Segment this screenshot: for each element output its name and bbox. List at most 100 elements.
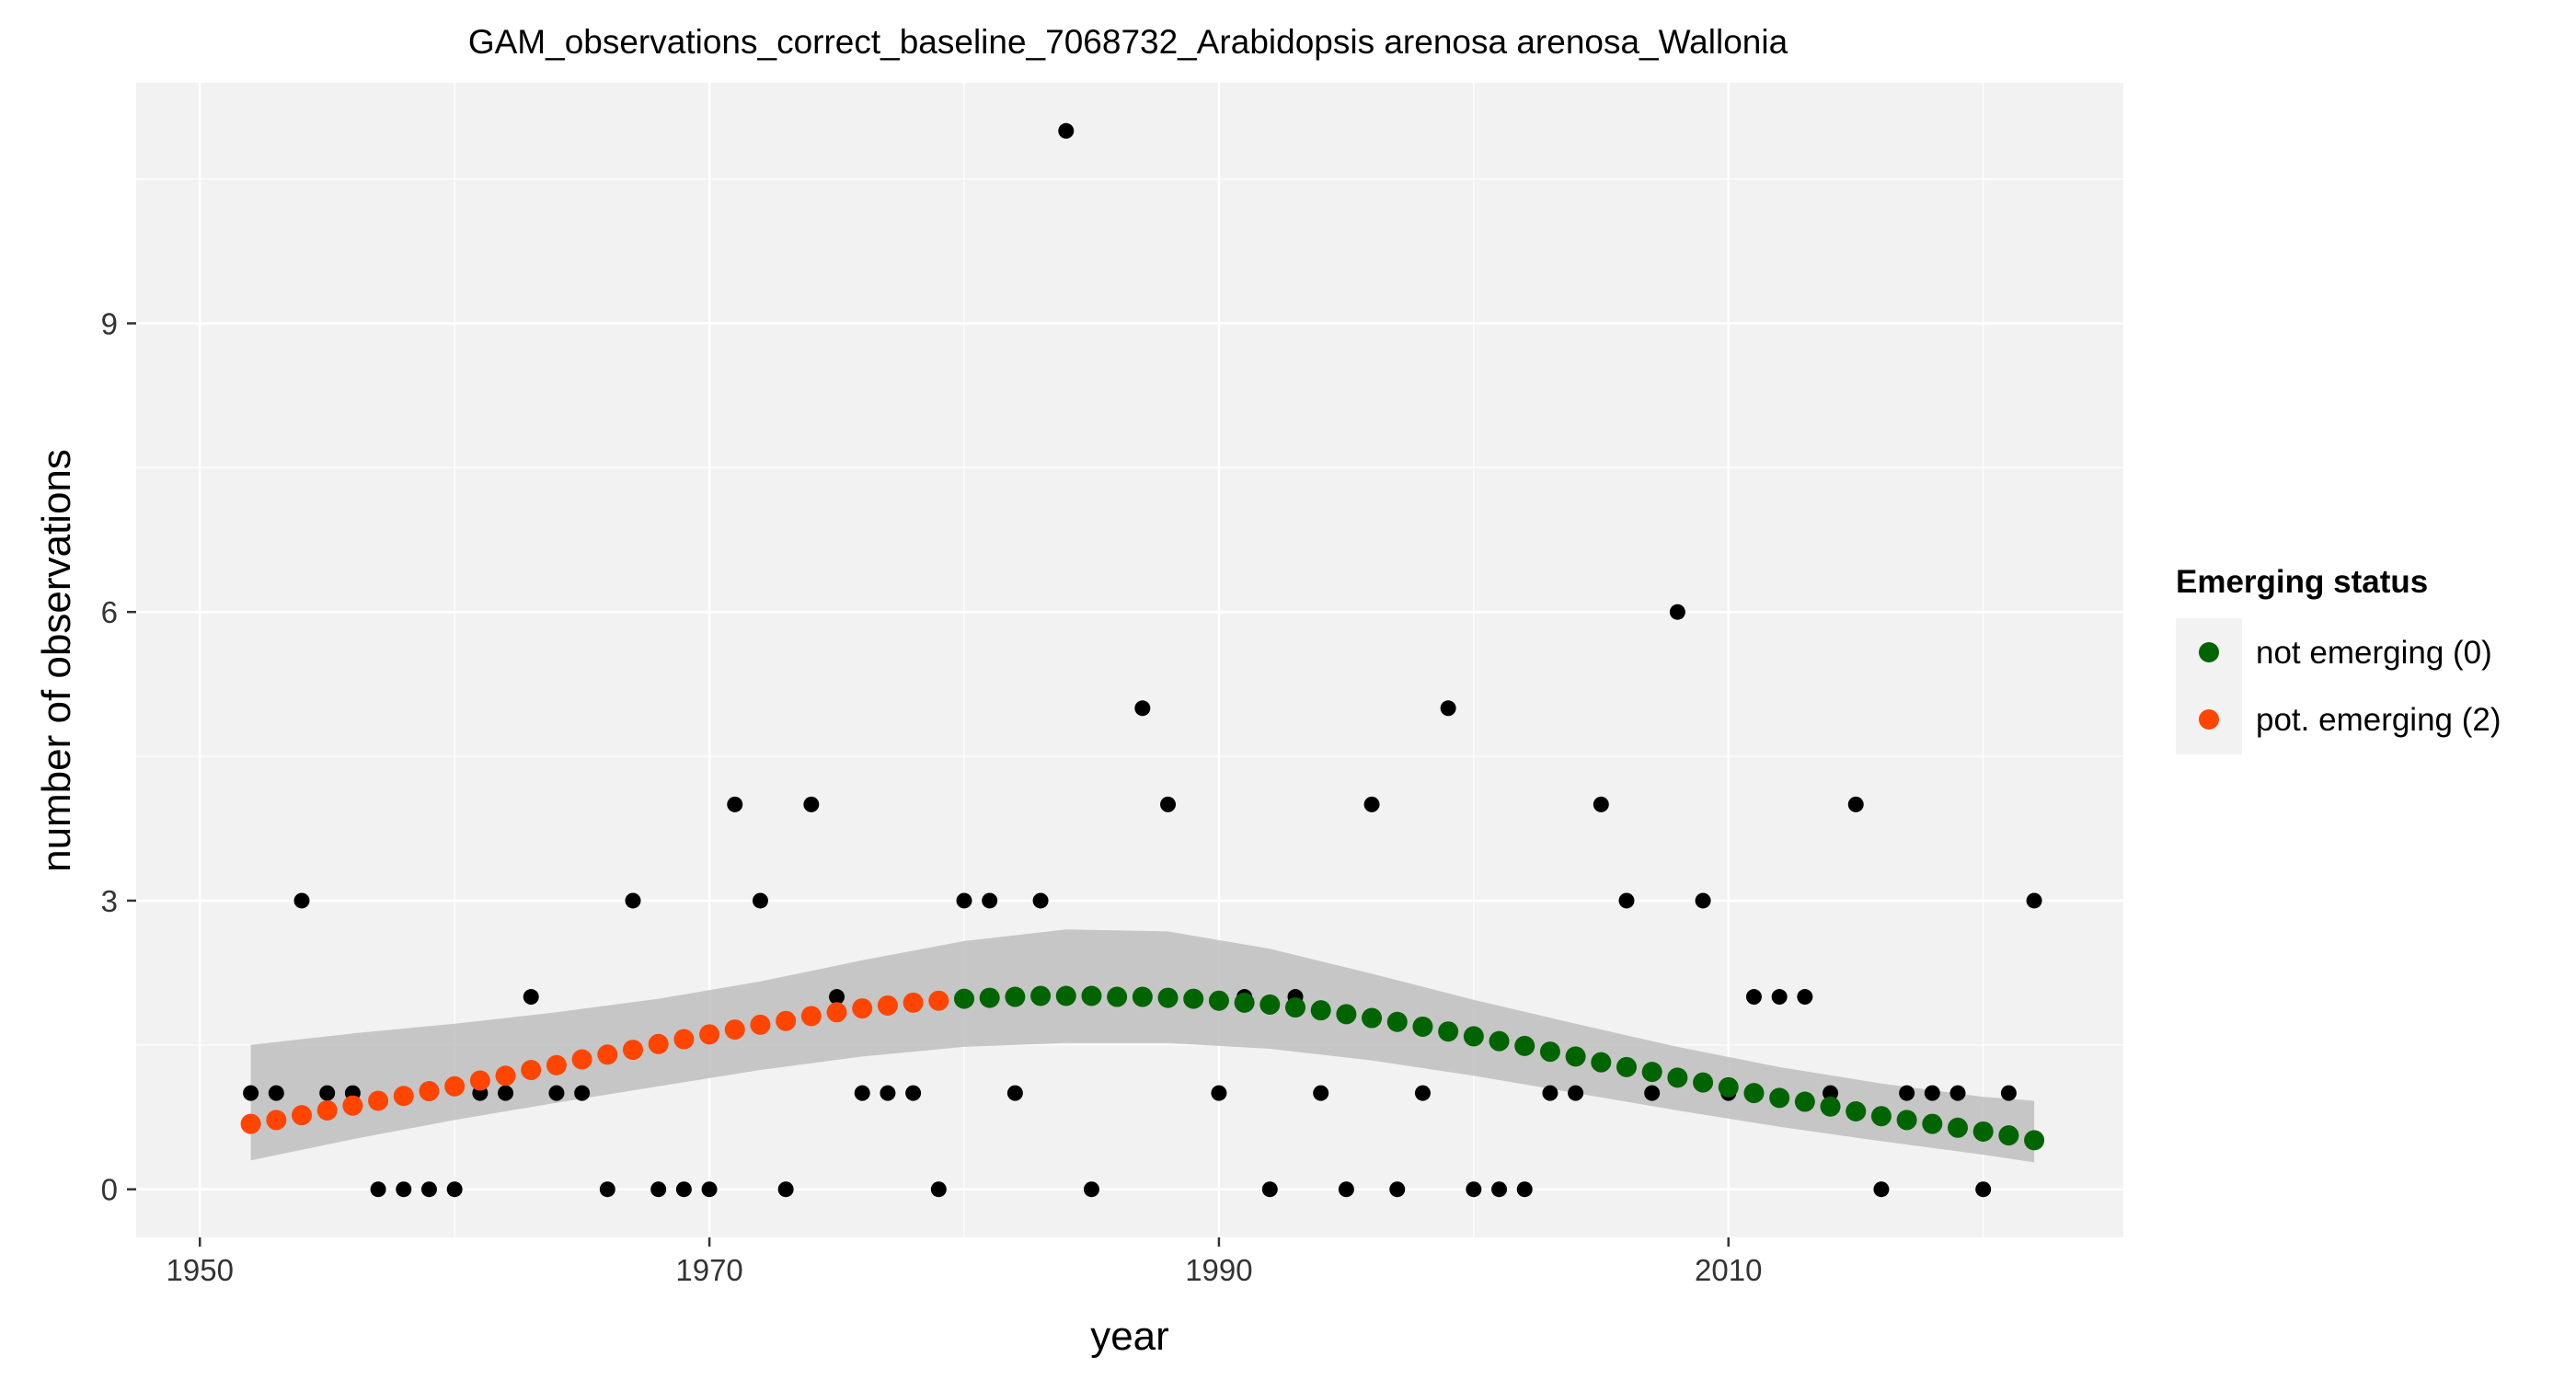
x-tick-label: 1970 (675, 1253, 742, 1287)
fitted-point-not-emerging (1896, 1110, 1917, 1131)
fitted-point-not-emerging (1081, 985, 1102, 1006)
fitted-point-pot-emerging (521, 1060, 542, 1081)
observation-point (1847, 796, 1864, 812)
observation-point (727, 796, 743, 812)
legend-label-not-emerging: not emerging (0) (2256, 635, 2492, 671)
observation-point (829, 989, 845, 1006)
observation-point (1338, 1181, 1354, 1198)
fitted-point-pot-emerging (699, 1024, 720, 1045)
fitted-point-not-emerging (1183, 988, 1204, 1009)
legend-title: Emerging status (2176, 564, 2428, 600)
fitted-point-pot-emerging (368, 1090, 389, 1111)
observation-point (1745, 989, 1762, 1006)
fitted-point-not-emerging (1386, 1011, 1408, 1032)
fitted-point-not-emerging (1157, 987, 1179, 1008)
fitted-point-pot-emerging (393, 1086, 414, 1107)
fitted-point-not-emerging (1208, 990, 1229, 1011)
observation-point (1669, 604, 1685, 620)
fitted-point-pot-emerging (444, 1075, 466, 1097)
fitted-point-not-emerging (1539, 1041, 1560, 1063)
fitted-point-pot-emerging (469, 1070, 490, 1091)
observation-point (599, 1181, 615, 1198)
fitted-point-pot-emerging (673, 1029, 695, 1050)
fitted-point-not-emerging (1030, 985, 1052, 1006)
y-tick-label: 0 (101, 1173, 118, 1207)
observation-point (498, 1085, 514, 1101)
fitted-point-pot-emerging (266, 1110, 287, 1131)
observation-point (319, 1085, 336, 1101)
observation-point (396, 1181, 412, 1198)
observation-point (1899, 1085, 1915, 1101)
fitted-point-not-emerging (1132, 986, 1153, 1007)
observation-point (1516, 1181, 1533, 1198)
fitted-point-not-emerging (1285, 997, 1305, 1018)
observation-point (1414, 1085, 1431, 1101)
observation-point (777, 1181, 794, 1198)
observation-point (1160, 796, 1177, 812)
fitted-point-not-emerging (1743, 1083, 1765, 1104)
observation-point (1006, 1085, 1023, 1101)
observation-points (243, 122, 2042, 1198)
fitted-point-not-emerging (1310, 1000, 1331, 1021)
observation-point (1873, 1181, 1890, 1198)
fitted-point-not-emerging (1005, 986, 1026, 1007)
legend-key-background (2176, 618, 2242, 754)
fitted-point-not-emerging (1234, 992, 1255, 1013)
observation-point (268, 1085, 284, 1101)
observation-point (2026, 892, 2042, 909)
fitted-point-not-emerging (1616, 1056, 1637, 1077)
observation-point (1797, 989, 1813, 1006)
chart-title: GAM_observations_correct_baseline_706873… (468, 23, 1788, 61)
observation-point (1618, 892, 1635, 909)
x-axis-title: year (1090, 1314, 1169, 1359)
observation-point (752, 892, 768, 909)
fitted-point-not-emerging (1565, 1046, 1586, 1067)
fitted-point-pot-emerging (240, 1113, 261, 1134)
fitted-point-not-emerging (1514, 1035, 1535, 1056)
fitted-point-not-emerging (1641, 1062, 1662, 1083)
fitted-point-pot-emerging (826, 1002, 847, 1023)
observation-point (1949, 1085, 1966, 1101)
fitted-point-pot-emerging (419, 1081, 440, 1102)
fitted-point-not-emerging (1412, 1016, 1433, 1037)
observation-point (370, 1181, 386, 1198)
fitted-point-pot-emerging (877, 995, 898, 1016)
fitted-point-pot-emerging (292, 1105, 312, 1126)
observation-point (1695, 892, 1711, 909)
observation-point (1032, 892, 1049, 909)
observation-point (982, 892, 998, 909)
fitted-point-not-emerging (1922, 1113, 1943, 1134)
y-tick-label: 3 (101, 884, 118, 918)
observation-point (1975, 1181, 1992, 1198)
observation-point (1313, 1085, 1329, 1101)
fitted-point-pot-emerging (316, 1099, 338, 1121)
observation-point (1466, 1181, 1482, 1198)
fitted-point-pot-emerging (750, 1014, 771, 1035)
fitted-point-pot-emerging (571, 1049, 592, 1070)
observation-point (905, 1085, 922, 1101)
observation-point (293, 892, 310, 909)
observation-point (1211, 1085, 1227, 1101)
observation-point (1924, 1085, 1940, 1101)
observation-point (675, 1181, 692, 1198)
observation-point (650, 1181, 667, 1198)
legend-marker-pot-emerging (2199, 709, 2219, 730)
x-tick-label: 1950 (167, 1253, 234, 1287)
observation-point (701, 1181, 718, 1198)
observation-point (1389, 1181, 1406, 1198)
fitted-point-not-emerging (1948, 1117, 1968, 1138)
observation-point (1363, 796, 1380, 812)
fitted-point-pot-emerging (495, 1065, 516, 1087)
fitted-point-pot-emerging (928, 990, 949, 1011)
observation-point (548, 1085, 565, 1101)
fitted-point-not-emerging (1998, 1125, 2019, 1146)
fitted-point-not-emerging (1667, 1067, 1688, 1088)
observation-point (574, 1085, 591, 1101)
x-tick-label: 1990 (1185, 1253, 1252, 1287)
observation-point (1058, 122, 1075, 139)
fitted-point-not-emerging (1438, 1021, 1459, 1042)
observation-point (1771, 989, 1788, 1006)
fitted-point-pot-emerging (342, 1095, 363, 1116)
observation-point (446, 1181, 463, 1198)
